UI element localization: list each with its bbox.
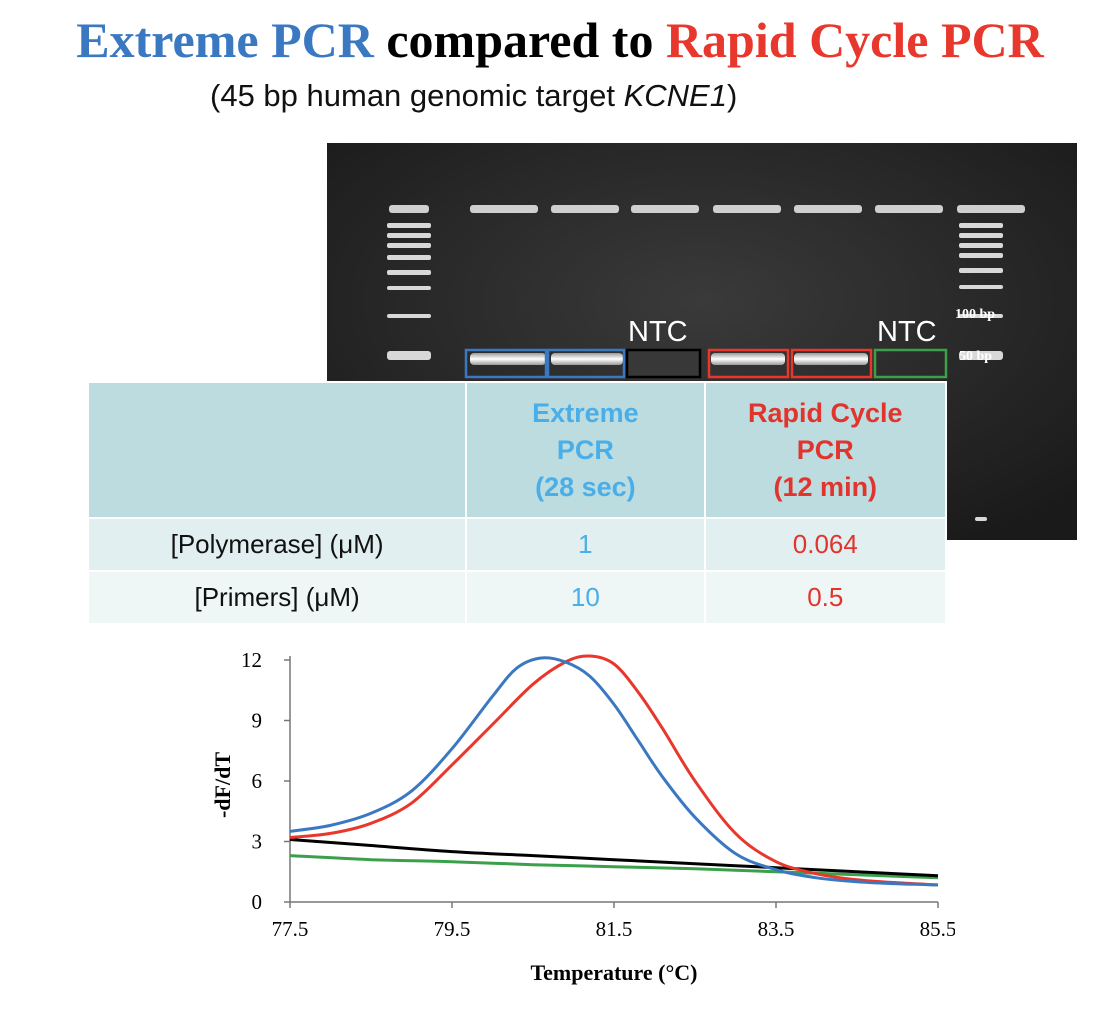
param-primers: [Primers] (μM) [86,570,468,625]
slide-title: Extreme PCR compared to Rapid Cycle PCR [0,12,1120,68]
primers-extreme-value: 10 [465,570,706,625]
chart-series [289,654,939,887]
table-header-row: Extreme PCR (28 sec) Rapid Cycle PCR (12… [86,381,948,519]
y-tick-label: 9 [252,709,263,733]
header-rapid-line1: Rapid Cycle [748,397,903,428]
title-rapid-cycle-pcr: Rapid Cycle PCR [665,12,1044,68]
lane-box-ntc-rapid [873,348,948,379]
subtitle-prefix: (45 bp human genomic target [210,78,624,113]
primers-rapid-value: 0.5 [703,570,948,625]
y-tick-label: 0 [252,890,263,914]
header-rapid-cycle-pcr: Rapid Cycle PCR (12 min) [703,381,948,519]
y-tick-label: 6 [252,769,263,793]
table-row: [Polymerase] (μM) 1 0.064 [86,517,948,572]
ladder-left-bands [387,223,431,360]
lane-box-ntc-extreme [625,348,702,379]
title-compared-to: compared to [373,12,666,68]
ntc-green-series-line [289,854,939,880]
lane-boxes [464,348,948,379]
melt-curve-chart: 0 3 6 9 12 77.5 79.5 81.5 83.5 85.5 -dF/dT Temper… [210,648,955,985]
ntc-black-series-line [289,838,939,878]
marker-50bp-label: 50 bp [959,349,993,364]
ntc-label-extreme: NTC [628,316,688,348]
comparison-table: Extreme PCR (28 sec) Rapid Cycle PCR (12… [86,381,948,625]
y-tick-label: 12 [241,648,262,672]
marker-100bp-label: 100 bp [955,307,996,322]
chart-axes [289,656,938,903]
header-extreme-line3: (28 sec) [535,471,636,502]
x-tick-label: 77.5 [272,917,309,941]
gel-wells [389,205,1025,213]
lane-box-extreme-1 [464,348,548,379]
header-rapid-line2: PCR [796,434,854,465]
x-tick-label: 85.5 [920,917,955,941]
x-tick-label: 83.5 [758,917,795,941]
header-rapid-line3: (12 min) [773,471,878,502]
polymerase-rapid-value: 0.064 [703,517,948,572]
header-empty-cell [86,381,468,519]
param-polymerase: [Polymerase] (μM) [86,517,468,572]
table-row: [Primers] (μM) 10 0.5 [86,570,948,625]
header-extreme-pcr: Extreme PCR (28 sec) [465,381,706,519]
product-bands [470,353,868,365]
polymerase-extreme-value: 1 [465,517,706,572]
x-axis-label: Temperature (°C) [530,960,697,985]
rapid-cycle-pcr-series-line [289,654,939,887]
x-tick-label: 79.5 [434,917,471,941]
lane-box-rapid-1 [707,348,790,379]
lane-box-rapid-2 [790,348,873,379]
subtitle-suffix: ) [726,78,738,113]
title-extreme-pcr: Extreme PCR [76,12,374,68]
ladder-right-bands [959,223,1003,521]
y-axis-label: -dF/dT [210,752,235,818]
lane-box-extreme-2 [546,348,626,379]
chart-ticks: 0 3 6 9 12 77.5 79.5 81.5 83.5 85.5 [241,648,955,941]
header-extreme-line2: PCR [556,434,614,465]
ntc-label-rapid: NTC [877,316,937,348]
y-tick-label: 3 [252,830,263,854]
slide-subtitle: (45 bp human genomic target KCNE1) [210,76,737,116]
extreme-pcr-series-line [289,656,939,887]
x-tick-label: 81.5 [596,917,633,941]
header-extreme-line1: Extreme [532,397,639,428]
subtitle-gene: KCNE1 [623,78,727,113]
